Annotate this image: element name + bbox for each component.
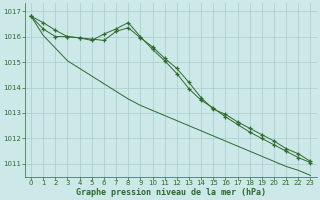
X-axis label: Graphe pression niveau de la mer (hPa): Graphe pression niveau de la mer (hPa) — [76, 188, 266, 197]
